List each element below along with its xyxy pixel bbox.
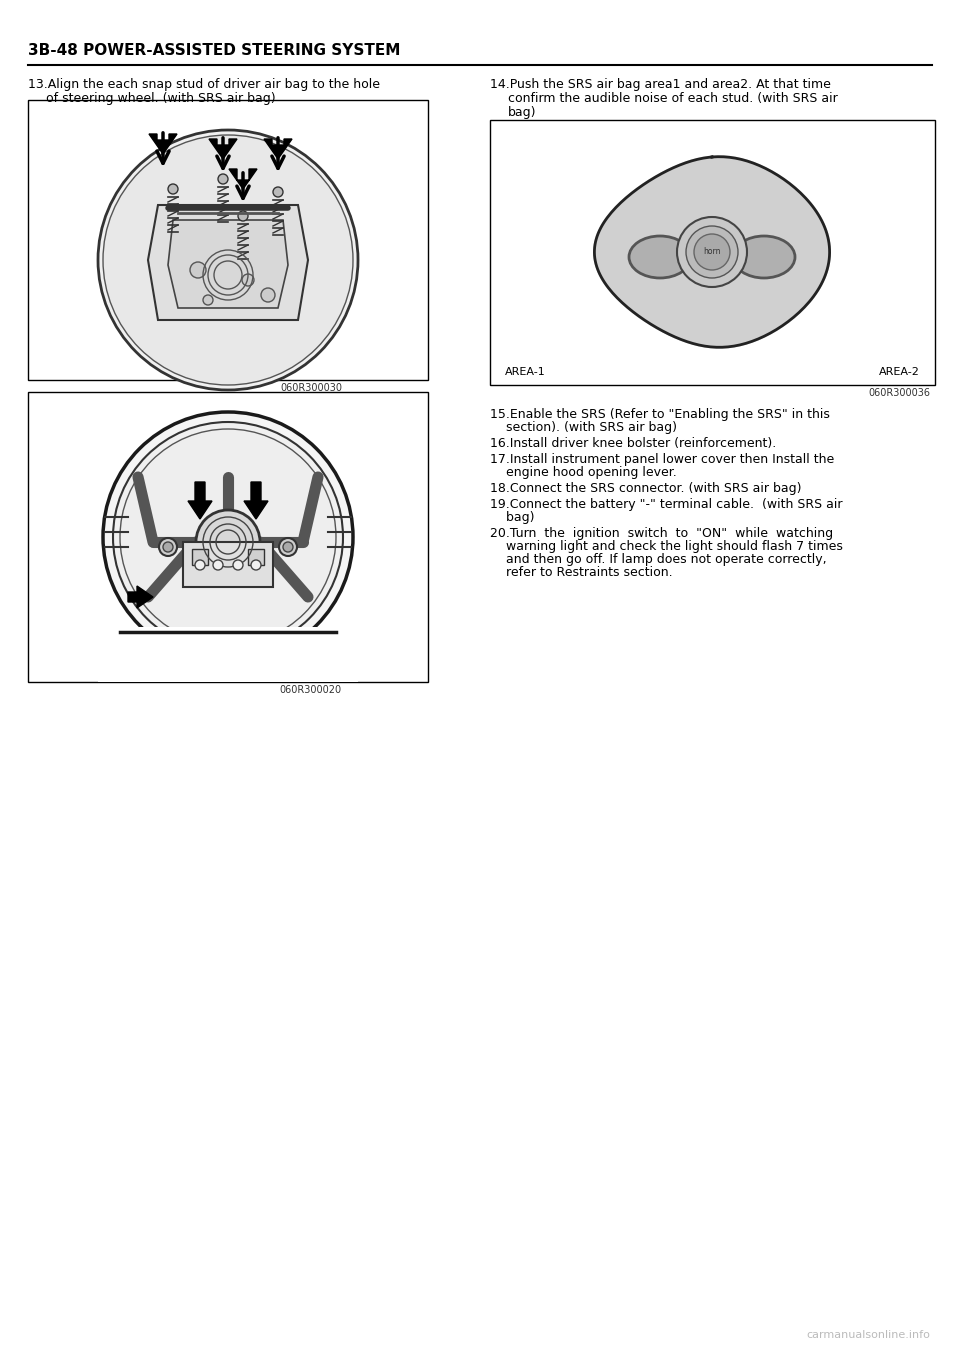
Ellipse shape xyxy=(733,236,795,278)
Text: AREA-2: AREA-2 xyxy=(879,367,920,378)
Circle shape xyxy=(283,542,293,551)
Circle shape xyxy=(203,295,213,306)
Bar xyxy=(28,100,428,380)
Text: 18.Connect the SRS connector. (with SRS air bag): 18.Connect the SRS connector. (with SRS … xyxy=(490,482,802,496)
FancyArrow shape xyxy=(149,134,177,153)
Text: 17.Install instrument panel lower cover then Install the: 17.Install instrument panel lower cover … xyxy=(490,454,834,466)
Circle shape xyxy=(98,130,358,390)
Text: 19.Connect the battery "-" terminal cable.  (with SRS air: 19.Connect the battery "-" terminal cabl… xyxy=(490,498,843,511)
Circle shape xyxy=(218,174,228,183)
Text: engine hood opening lever.: engine hood opening lever. xyxy=(490,466,677,479)
Circle shape xyxy=(677,217,747,287)
Circle shape xyxy=(190,262,206,278)
FancyArrow shape xyxy=(188,482,212,519)
Circle shape xyxy=(694,234,730,270)
Text: warning light and check the light should flash 7 times: warning light and check the light should… xyxy=(490,540,843,553)
Text: 060R300030: 060R300030 xyxy=(280,383,342,392)
Circle shape xyxy=(159,538,177,555)
Circle shape xyxy=(120,429,336,645)
Circle shape xyxy=(195,559,205,570)
Text: bag): bag) xyxy=(490,511,535,524)
Polygon shape xyxy=(148,205,308,320)
Text: AREA-1: AREA-1 xyxy=(505,367,545,378)
Text: 060R300020: 060R300020 xyxy=(280,684,342,695)
Bar xyxy=(98,627,358,682)
Text: confirm the audible noise of each stud. (with SRS air: confirm the audible noise of each stud. … xyxy=(508,92,838,105)
Circle shape xyxy=(233,559,243,570)
Bar xyxy=(183,542,273,587)
FancyArrow shape xyxy=(244,482,268,519)
Text: 13.Align the each snap stud of driver air bag to the hole: 13.Align the each snap stud of driver ai… xyxy=(28,77,380,91)
Text: 16.Install driver knee bolster (reinforcement).: 16.Install driver knee bolster (reinforc… xyxy=(490,437,777,449)
FancyArrow shape xyxy=(128,587,153,608)
FancyArrow shape xyxy=(229,168,257,189)
Text: of steering wheel. (with SRS air bag): of steering wheel. (with SRS air bag) xyxy=(46,92,276,105)
Text: carmanualsonline.info: carmanualsonline.info xyxy=(806,1329,930,1340)
Circle shape xyxy=(261,288,275,301)
Circle shape xyxy=(213,559,223,570)
FancyArrow shape xyxy=(209,139,237,159)
Circle shape xyxy=(103,134,353,386)
Circle shape xyxy=(168,183,178,194)
Bar xyxy=(28,392,428,682)
Circle shape xyxy=(113,422,343,652)
Bar xyxy=(192,549,208,565)
Bar xyxy=(490,120,935,386)
Polygon shape xyxy=(168,220,288,308)
Circle shape xyxy=(196,511,260,574)
Circle shape xyxy=(251,559,261,570)
Circle shape xyxy=(103,411,353,661)
Text: 060R300036: 060R300036 xyxy=(868,388,930,398)
Text: section). (with SRS air bag): section). (with SRS air bag) xyxy=(490,421,677,435)
Circle shape xyxy=(242,274,254,287)
Text: refer to Restraints section.: refer to Restraints section. xyxy=(490,566,673,579)
Circle shape xyxy=(238,210,248,221)
Text: 3B-48 POWER-ASSISTED STEERING SYSTEM: 3B-48 POWER-ASSISTED STEERING SYSTEM xyxy=(28,43,400,58)
Text: horn: horn xyxy=(704,247,721,257)
Circle shape xyxy=(273,187,283,197)
Text: and then go off. If lamp does not operate correctly,: and then go off. If lamp does not operat… xyxy=(490,553,827,566)
Circle shape xyxy=(686,225,738,278)
Text: bag): bag) xyxy=(508,106,537,120)
Circle shape xyxy=(163,542,173,551)
Text: 14.Push the SRS air bag area1 and area2. At that time: 14.Push the SRS air bag area1 and area2.… xyxy=(490,77,830,91)
Bar xyxy=(248,549,264,565)
Text: 20.Turn  the  ignition  switch  to  "ON"  while  watching: 20.Turn the ignition switch to "ON" whil… xyxy=(490,527,833,540)
Text: 15.Enable the SRS (Refer to "Enabling the SRS" in this: 15.Enable the SRS (Refer to "Enabling th… xyxy=(490,407,829,421)
Ellipse shape xyxy=(629,236,691,278)
Circle shape xyxy=(279,538,297,555)
Polygon shape xyxy=(594,156,829,348)
FancyArrow shape xyxy=(264,139,292,159)
